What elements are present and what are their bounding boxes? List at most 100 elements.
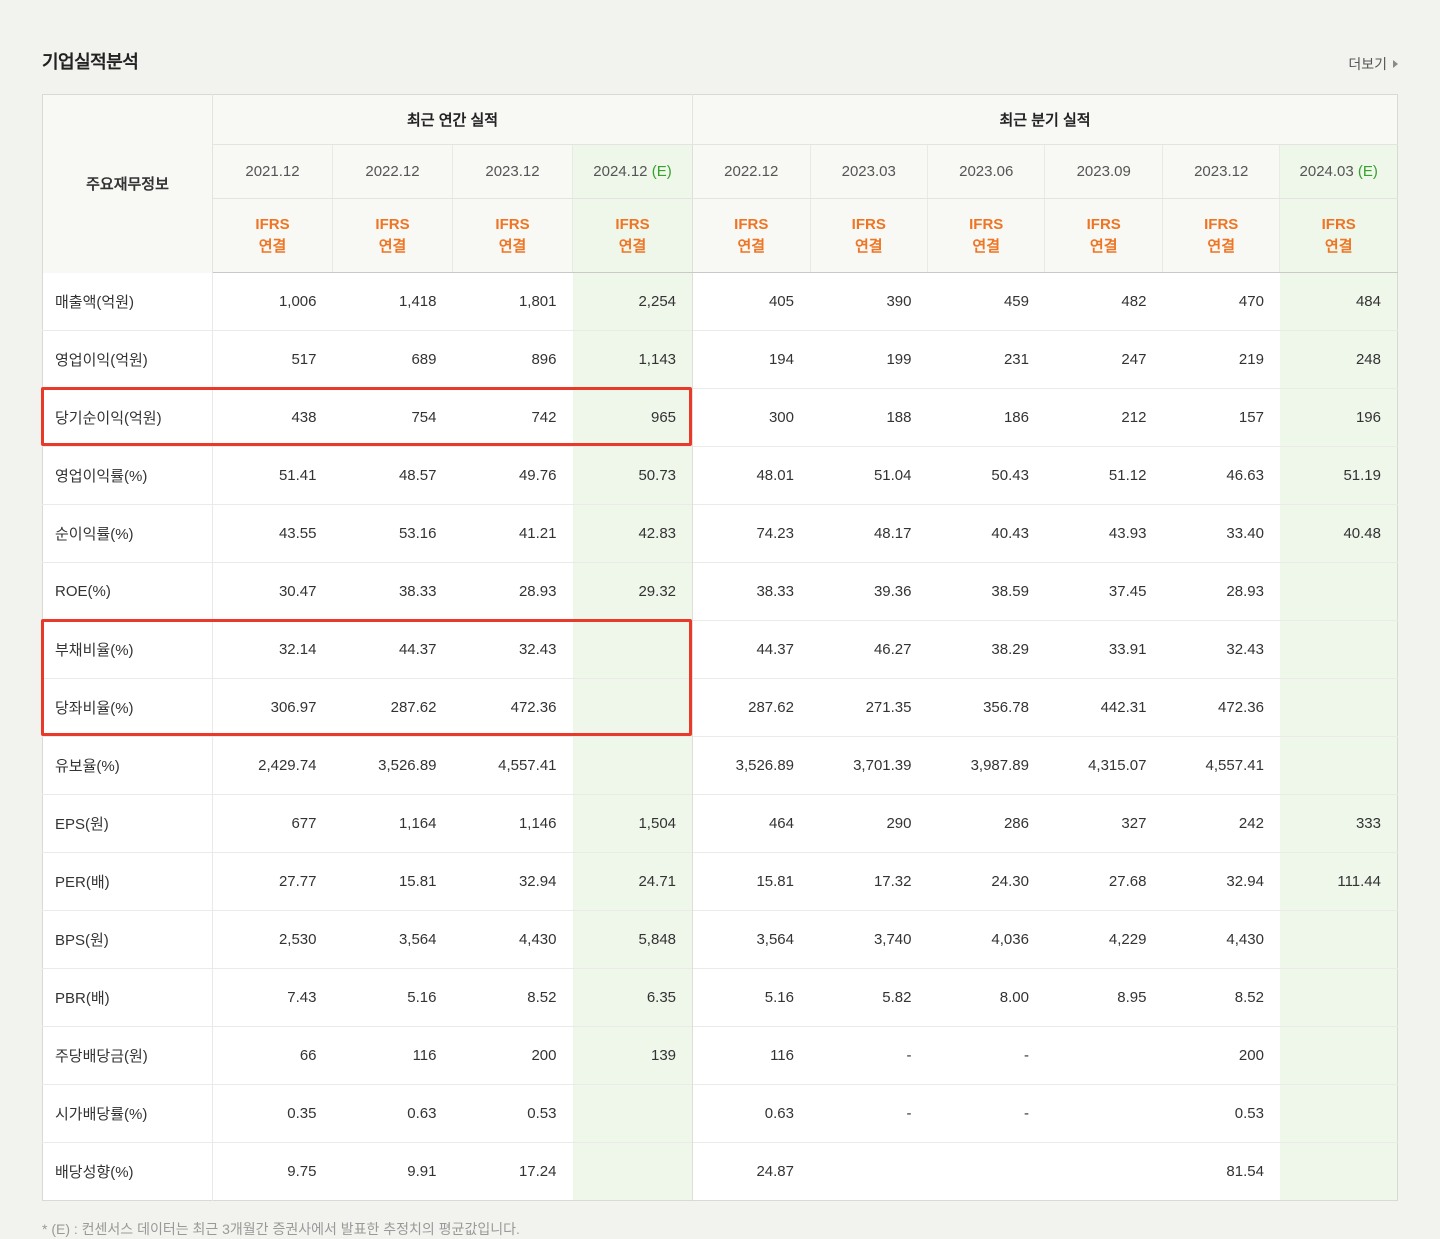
- row-label: 당기순이익(억원): [42, 388, 213, 447]
- table-row: BPS(원) 2,530 3,564 4,430 5,848 3,564 3,740 4,03…: [42, 910, 1398, 969]
- data-cell: 32.43: [1162, 620, 1280, 679]
- data-cell: 231: [927, 330, 1045, 389]
- row-label: BPS(원): [42, 910, 213, 969]
- data-cell: 8.52: [1162, 968, 1280, 1027]
- ifrs-standard: IFRS: [1204, 215, 1239, 233]
- data-cell: 53.16: [332, 504, 453, 563]
- data-cell: 1,146: [452, 794, 573, 853]
- data-cell: 24.30: [927, 852, 1045, 911]
- data-cell: 17.32: [810, 852, 928, 911]
- data-cell: 4,229: [1044, 910, 1163, 969]
- data-cell: 199: [810, 330, 928, 389]
- ifrs-header: IFRS 연결: [452, 198, 573, 273]
- data-cell: 28.93: [452, 562, 573, 621]
- data-cell: 48.57: [332, 446, 453, 505]
- data-cell: 33.91: [1044, 620, 1163, 679]
- data-cell: 290: [810, 794, 928, 853]
- row-label: 매출액(억원): [42, 272, 213, 331]
- row-label: 유보율(%): [42, 736, 213, 795]
- data-cell: 30.47: [212, 562, 333, 621]
- table-row: ROE(%) 30.47 38.33 28.93 29.32 38.33 39.36 38.5…: [42, 562, 1398, 621]
- data-cell: [1279, 910, 1398, 969]
- row-label: 부채비율(%): [42, 620, 213, 679]
- data-cell: 287.62: [332, 678, 453, 737]
- date-header: 2023.12: [452, 144, 573, 199]
- data-cell: 0.53: [1162, 1084, 1280, 1143]
- ifrs-standard: IFRS: [1321, 215, 1356, 233]
- data-cell: 5,848: [572, 910, 694, 969]
- data-cell: 286: [927, 794, 1045, 853]
- ifrs-scope: 연결: [1207, 237, 1235, 255]
- data-cell: 200: [452, 1026, 573, 1085]
- ifrs-header: IFRS 연결: [212, 198, 333, 273]
- data-cell: 44.37: [332, 620, 453, 679]
- date-header: 2023.12: [1162, 144, 1281, 199]
- data-cell: [572, 1142, 694, 1201]
- data-cell: [1279, 678, 1398, 737]
- data-cell: 2,429.74: [212, 736, 333, 795]
- date-period: 2021.12: [245, 163, 300, 180]
- data-cell: 6.35: [572, 968, 694, 1027]
- data-cell: 333: [1279, 794, 1398, 853]
- data-cell: 200: [1162, 1026, 1280, 1085]
- header-date-row: 2021.12 2022.12 2023.12 2024.12 (E) 2022.12 2…: [43, 144, 1398, 199]
- data-cell: 390: [810, 272, 928, 331]
- data-cell: 3,740: [810, 910, 928, 969]
- row-label: PBR(배): [42, 968, 213, 1027]
- data-cell: 43.93: [1044, 504, 1163, 563]
- section-header: 기업실적분석 더보기: [42, 0, 1398, 94]
- data-cell: 327: [1044, 794, 1163, 853]
- table-body: 매출액(억원) 1,006 1,418 1,801 2,254 405 390 459 482 4…: [42, 272, 1398, 1201]
- data-cell: 32.14: [212, 620, 333, 679]
- data-cell: 194: [692, 330, 810, 389]
- estimate-flag: (E): [647, 163, 672, 180]
- data-cell: [1044, 1026, 1163, 1085]
- data-cell: 74.23: [692, 504, 810, 563]
- data-cell: 50.73: [572, 446, 694, 505]
- ifrs-standard: IFRS: [375, 215, 410, 233]
- ifrs-header: IFRS 연결: [1044, 198, 1163, 273]
- data-cell: 247: [1044, 330, 1163, 389]
- data-cell: 29.32: [572, 562, 694, 621]
- data-cell: 4,557.41: [452, 736, 573, 795]
- data-cell: 470: [1162, 272, 1280, 331]
- data-cell: 27.68: [1044, 852, 1163, 911]
- ifrs-scope: 연결: [1089, 237, 1118, 255]
- data-cell: 4,036: [927, 910, 1045, 969]
- table-row: 매출액(억원) 1,006 1,418 1,801 2,254 405 390 459 482 4…: [42, 272, 1398, 331]
- ifrs-scope: 연결: [378, 237, 407, 255]
- date-period: 2024.12: [593, 163, 648, 180]
- data-cell: 40.48: [1279, 504, 1398, 563]
- footnote-clipped: * (E) : 컨센서스 데이터는 최근 3개월간 증권사에서 발표한 추정치의…: [42, 1221, 520, 1237]
- data-cell: 38.29: [927, 620, 1045, 679]
- date-header: 2024.03 (E): [1279, 144, 1398, 199]
- more-link[interactable]: 더보기: [1348, 54, 1398, 74]
- data-cell: 677: [212, 794, 333, 853]
- data-cell: 459: [927, 272, 1045, 331]
- date-period: 2023.03: [841, 163, 896, 180]
- more-link-label: 더보기: [1348, 56, 1387, 72]
- row-label: 배당성향(%): [42, 1142, 213, 1201]
- ifrs-header: IFRS 연결: [1162, 198, 1281, 273]
- data-cell: 46.27: [810, 620, 928, 679]
- header-ifrs-row: IFRS 연결 IFRS 연결 IFRS 연결 IFRS 연결 IFRS 연결 IFRS 연결 IFRS…: [43, 198, 1398, 273]
- date-period: 2022.12: [365, 163, 420, 180]
- data-cell: 39.36: [810, 562, 928, 621]
- data-cell: [1279, 1142, 1398, 1201]
- ifrs-header: IFRS 연결: [692, 198, 811, 273]
- ifrs-scope: 연결: [972, 237, 1001, 255]
- data-cell: 4,430: [452, 910, 573, 969]
- data-cell: 188: [810, 388, 928, 447]
- data-cell: [572, 1084, 694, 1143]
- data-cell: 15.81: [332, 852, 453, 911]
- data-cell: 49.76: [452, 446, 573, 505]
- data-cell: 4,557.41: [1162, 736, 1280, 795]
- table-row: 배당성향(%) 9.75 9.91 17.24 24.87 81.54: [42, 1142, 1398, 1201]
- group-header: 최근 연간 실적: [212, 94, 694, 145]
- data-cell: [1279, 736, 1398, 795]
- data-cell: 472.36: [452, 678, 573, 737]
- row-label: ROE(%): [42, 562, 213, 621]
- row-label: 순이익률(%): [42, 504, 213, 563]
- data-cell: 1,504: [572, 794, 694, 853]
- date-period: 2023.12: [1194, 163, 1249, 180]
